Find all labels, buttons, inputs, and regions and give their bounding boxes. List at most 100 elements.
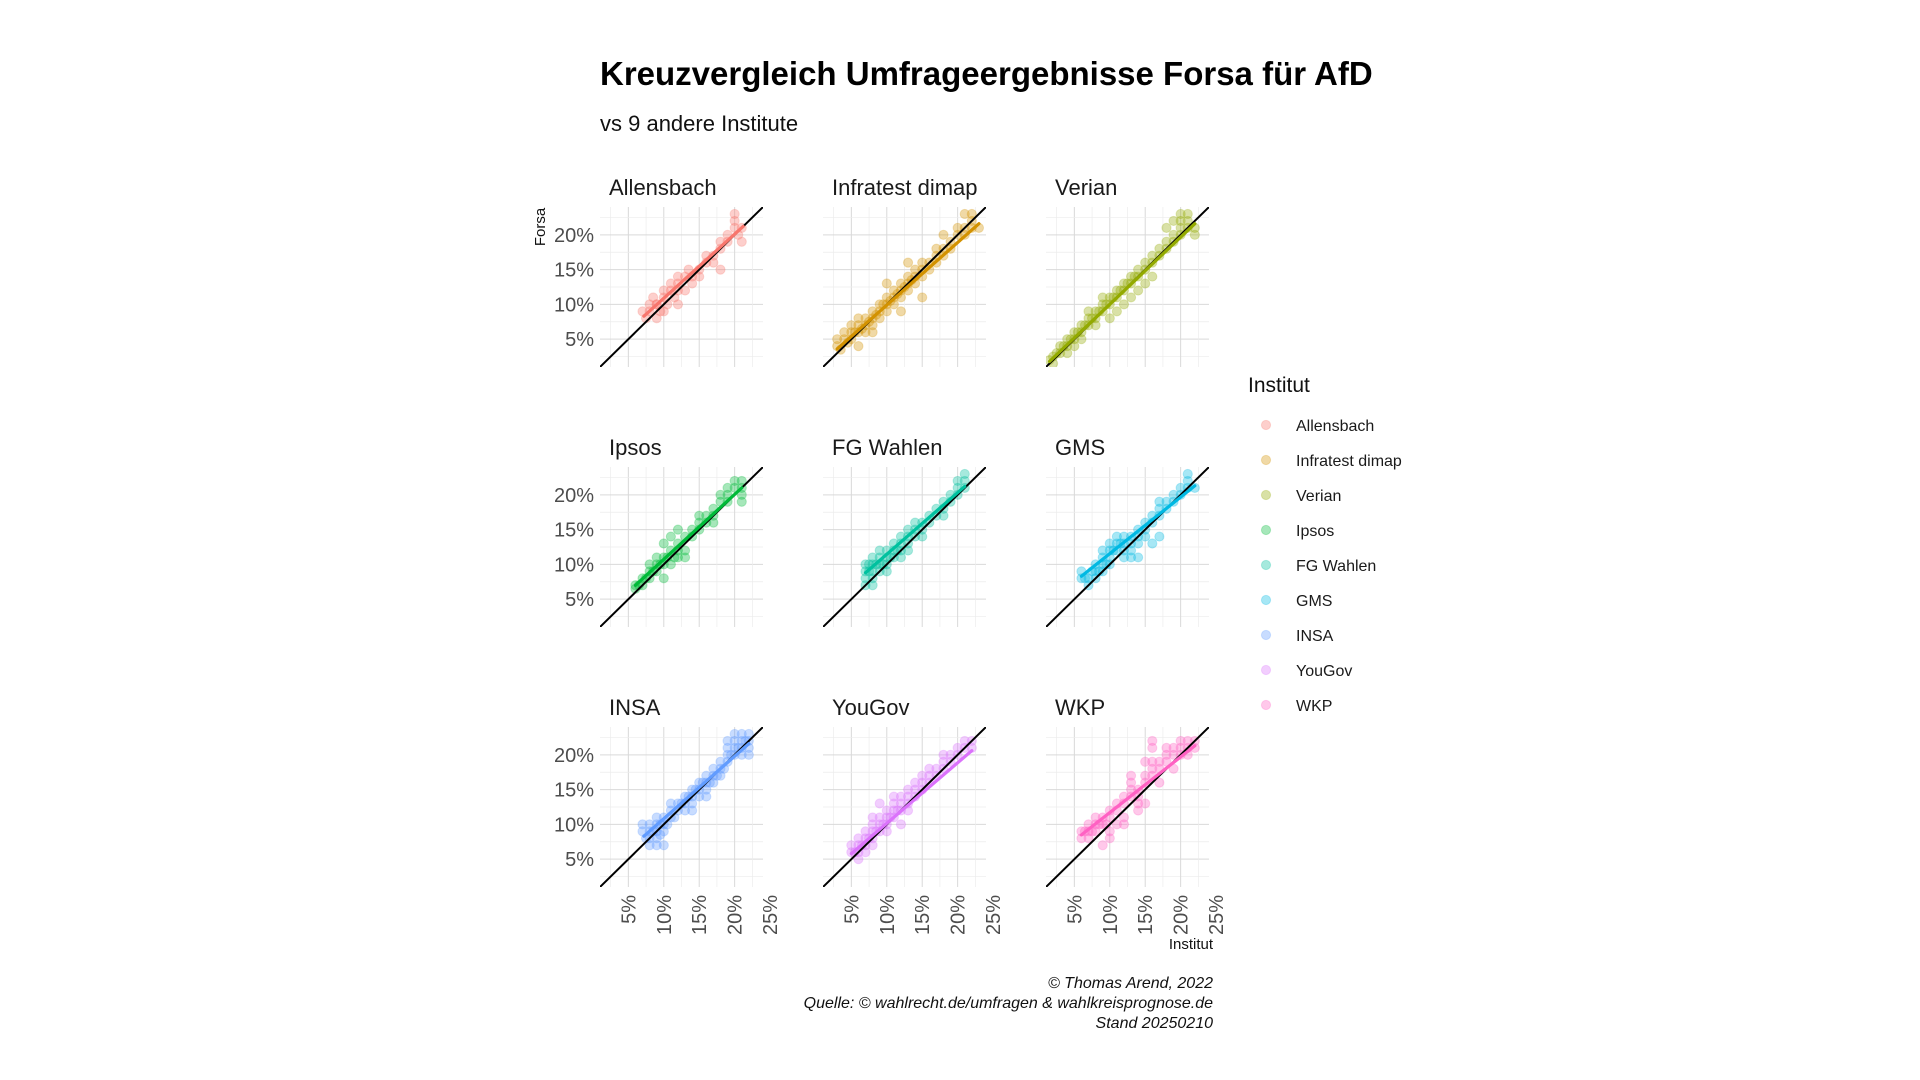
y-tick-label: 10% — [554, 294, 594, 316]
data-point — [1125, 271, 1137, 282]
data-point — [708, 517, 719, 528]
data-point — [729, 215, 740, 227]
trend-line — [1047, 222, 1197, 364]
data-point — [924, 763, 935, 774]
data-point — [644, 559, 655, 570]
data-point — [959, 735, 970, 747]
data-point — [938, 756, 949, 767]
data-point — [729, 208, 740, 220]
x-tick-label: 20% — [725, 895, 747, 935]
data-point — [665, 278, 676, 289]
data-point — [694, 271, 705, 282]
data-point — [1154, 531, 1165, 542]
x-tick-label: 5% — [618, 895, 640, 924]
data-point — [637, 819, 648, 830]
legend-key — [1260, 699, 1272, 711]
data-point — [895, 552, 907, 563]
facet-label: Infratest dimap — [832, 175, 978, 200]
data-point — [832, 334, 843, 345]
data-point — [743, 749, 754, 760]
data-point — [1104, 833, 1115, 844]
data-point — [931, 763, 942, 774]
data-point — [867, 812, 878, 823]
data-point — [1154, 777, 1165, 788]
data-point — [910, 784, 921, 795]
data-point — [846, 320, 857, 331]
facet-panel: WKP 5% 10% 15% 20% 25% — [1046, 695, 1228, 935]
data-point — [959, 468, 970, 480]
data-point — [874, 299, 885, 310]
data-point — [658, 538, 669, 549]
data-point — [853, 854, 864, 865]
data-point — [694, 510, 705, 521]
data-point — [1168, 489, 1179, 500]
data-point — [938, 510, 949, 521]
data-point — [1140, 531, 1151, 542]
y-tick-label: 20% — [554, 225, 594, 247]
data-point — [867, 580, 878, 591]
x-tick-label: 20% — [1171, 895, 1193, 935]
chart-title: Kreuzvergleich Umfrageergebnisse Forsa f… — [600, 55, 1373, 92]
data-point — [1168, 229, 1179, 240]
data-point — [1111, 531, 1122, 542]
x-tick-label: 25% — [983, 895, 1005, 935]
data-point — [924, 770, 935, 781]
facet-label: INSA — [609, 695, 661, 720]
data-point — [1161, 236, 1172, 247]
y-tick-label: 5% — [565, 849, 594, 871]
data-point — [1133, 285, 1144, 296]
data-point — [917, 777, 928, 788]
facet-panel: INSA 5% 10% 15% 20% 5% 10% 15% 20% 25% — [554, 695, 782, 935]
data-point — [1090, 320, 1101, 331]
caption-author: © Thomas Arend, 2022 — [1048, 975, 1213, 992]
data-point — [1125, 545, 1137, 556]
data-point — [860, 327, 871, 338]
data-point — [1133, 264, 1144, 275]
data-point — [644, 840, 655, 851]
data-point — [729, 728, 740, 740]
data-point — [658, 840, 669, 851]
data-point — [1182, 208, 1193, 220]
data-point — [1133, 552, 1144, 563]
data-point — [867, 320, 878, 331]
data-point — [1140, 278, 1151, 289]
legend-label: FG Wahlen — [1296, 558, 1376, 575]
data-point — [1097, 292, 1108, 303]
data-point — [665, 531, 676, 542]
data-point — [665, 798, 676, 809]
data-point — [1182, 215, 1193, 227]
legend-key — [1260, 559, 1272, 571]
data-point — [881, 805, 892, 816]
data-point — [679, 552, 691, 563]
data-point — [679, 805, 691, 816]
data-point — [1118, 552, 1130, 563]
data-point — [1154, 496, 1165, 507]
legend-label: Ipsos — [1296, 523, 1334, 540]
y-tick-label: 5% — [565, 589, 594, 611]
x-tick-label: 20% — [948, 895, 970, 935]
legend-key — [1260, 524, 1272, 536]
y-tick-label: 15% — [554, 520, 594, 542]
trend-line — [642, 224, 745, 318]
data-point — [1111, 306, 1122, 317]
y-tick-label: 10% — [554, 554, 594, 576]
y-tick-label: 5% — [565, 329, 594, 351]
data-point — [945, 749, 956, 760]
data-point — [917, 257, 928, 268]
legend-key — [1260, 664, 1272, 676]
data-point — [1182, 475, 1193, 487]
data-point — [1168, 742, 1179, 753]
data-point — [1090, 826, 1101, 837]
data-point — [1147, 735, 1158, 747]
data-point — [1118, 819, 1130, 830]
data-point — [1168, 215, 1179, 227]
data-point — [1140, 257, 1151, 268]
data-point — [1133, 798, 1144, 809]
data-point — [729, 475, 740, 487]
data-point — [1154, 756, 1165, 767]
data-point — [902, 257, 914, 268]
x-tick-label: 15% — [689, 895, 711, 935]
data-point — [1104, 538, 1115, 549]
data-point — [895, 306, 907, 317]
data-point — [902, 545, 914, 556]
